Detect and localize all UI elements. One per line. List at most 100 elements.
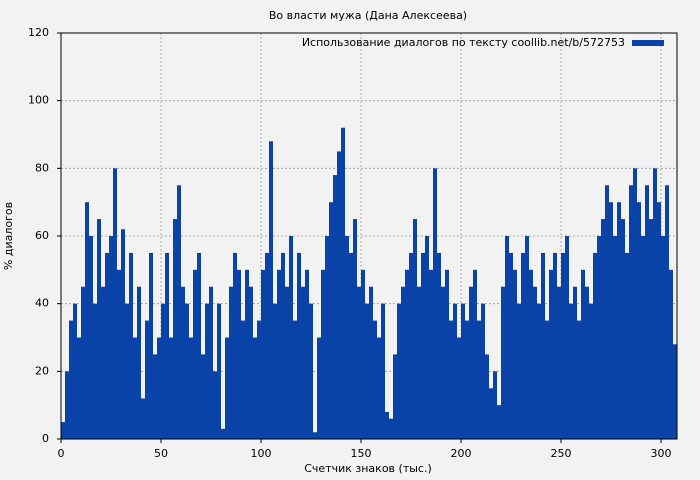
bar bbox=[561, 252, 565, 439]
x-tick-label: 150 bbox=[351, 447, 372, 460]
bar bbox=[281, 252, 285, 439]
bar bbox=[221, 428, 225, 439]
bar bbox=[89, 236, 93, 439]
bar bbox=[157, 337, 161, 439]
bar bbox=[361, 269, 365, 439]
bar bbox=[209, 286, 213, 439]
bar bbox=[329, 202, 333, 439]
bar bbox=[165, 252, 169, 439]
x-tick-label: 0 bbox=[58, 447, 65, 460]
bar bbox=[113, 168, 117, 440]
bar bbox=[73, 303, 77, 439]
bar bbox=[177, 185, 181, 439]
bar bbox=[285, 286, 289, 439]
bar bbox=[305, 269, 309, 439]
bar bbox=[413, 219, 417, 439]
bar bbox=[645, 185, 649, 439]
bar bbox=[265, 252, 269, 439]
bar bbox=[409, 252, 413, 439]
bar bbox=[261, 269, 265, 439]
bar bbox=[173, 219, 177, 439]
y-axis-label: % диалогов bbox=[2, 202, 15, 270]
bar bbox=[333, 175, 337, 439]
y-tick-label: 80 bbox=[35, 161, 49, 174]
bar bbox=[385, 411, 389, 439]
bar bbox=[253, 337, 257, 439]
bar bbox=[657, 202, 661, 439]
bar bbox=[521, 252, 525, 439]
bar bbox=[589, 303, 593, 439]
bar bbox=[185, 303, 189, 439]
bar bbox=[121, 229, 125, 439]
bar bbox=[313, 432, 317, 439]
bar bbox=[481, 303, 485, 439]
bar bbox=[277, 269, 281, 439]
bar bbox=[345, 236, 349, 439]
bar bbox=[197, 252, 201, 439]
bar bbox=[477, 320, 481, 439]
bar bbox=[161, 303, 165, 439]
x-axis-label: Счетчик знаков (тыс.) bbox=[304, 462, 432, 475]
bar bbox=[297, 252, 301, 439]
bar bbox=[365, 303, 369, 439]
bar bbox=[369, 286, 373, 439]
bar bbox=[145, 320, 149, 439]
bar bbox=[229, 286, 233, 439]
bar bbox=[417, 286, 421, 439]
legend-label: Использование диалогов по тексту coollib… bbox=[302, 36, 625, 49]
bar bbox=[665, 185, 669, 439]
bar bbox=[101, 286, 105, 439]
bar bbox=[233, 252, 237, 439]
y-tick-label: 40 bbox=[35, 297, 49, 310]
bar bbox=[237, 269, 241, 439]
plot-frame bbox=[60, 32, 678, 440]
bar bbox=[465, 320, 469, 439]
bar bbox=[489, 388, 493, 439]
bar bbox=[661, 236, 665, 439]
bar bbox=[105, 252, 109, 439]
bar bbox=[541, 252, 545, 439]
y-tick-label: 120 bbox=[28, 26, 49, 39]
bar bbox=[653, 168, 657, 440]
bar bbox=[573, 286, 577, 439]
bar bbox=[141, 398, 145, 439]
bar bbox=[553, 252, 557, 439]
bar bbox=[429, 269, 433, 439]
bar bbox=[181, 286, 185, 439]
bar bbox=[217, 303, 221, 439]
bar bbox=[445, 269, 449, 439]
bar bbox=[517, 303, 521, 439]
bar bbox=[673, 344, 677, 439]
bar bbox=[317, 337, 321, 439]
x-tick-label: 50 bbox=[154, 447, 168, 460]
y-tick-label: 0 bbox=[42, 432, 49, 445]
bar bbox=[85, 202, 89, 439]
bar bbox=[569, 303, 573, 439]
bar bbox=[349, 252, 353, 439]
bar bbox=[213, 371, 217, 439]
x-tick-label: 100 bbox=[251, 447, 272, 460]
legend-swatch bbox=[632, 40, 664, 46]
bar bbox=[65, 371, 69, 439]
bar bbox=[289, 236, 293, 439]
bar bbox=[137, 286, 141, 439]
bar bbox=[457, 337, 461, 439]
bar bbox=[593, 252, 597, 439]
bar bbox=[513, 269, 517, 439]
bar bbox=[605, 185, 609, 439]
bar bbox=[509, 252, 513, 439]
bar bbox=[529, 269, 533, 439]
bar bbox=[357, 286, 361, 439]
bar bbox=[353, 219, 357, 439]
bar bbox=[537, 303, 541, 439]
bar bbox=[613, 236, 617, 439]
bar bbox=[533, 286, 537, 439]
bar bbox=[293, 320, 297, 439]
bar bbox=[453, 303, 457, 439]
bar bbox=[117, 269, 121, 439]
bar bbox=[549, 269, 553, 439]
bar bbox=[597, 236, 601, 439]
bar bbox=[437, 252, 441, 439]
bar bbox=[225, 337, 229, 439]
bar bbox=[97, 219, 101, 439]
